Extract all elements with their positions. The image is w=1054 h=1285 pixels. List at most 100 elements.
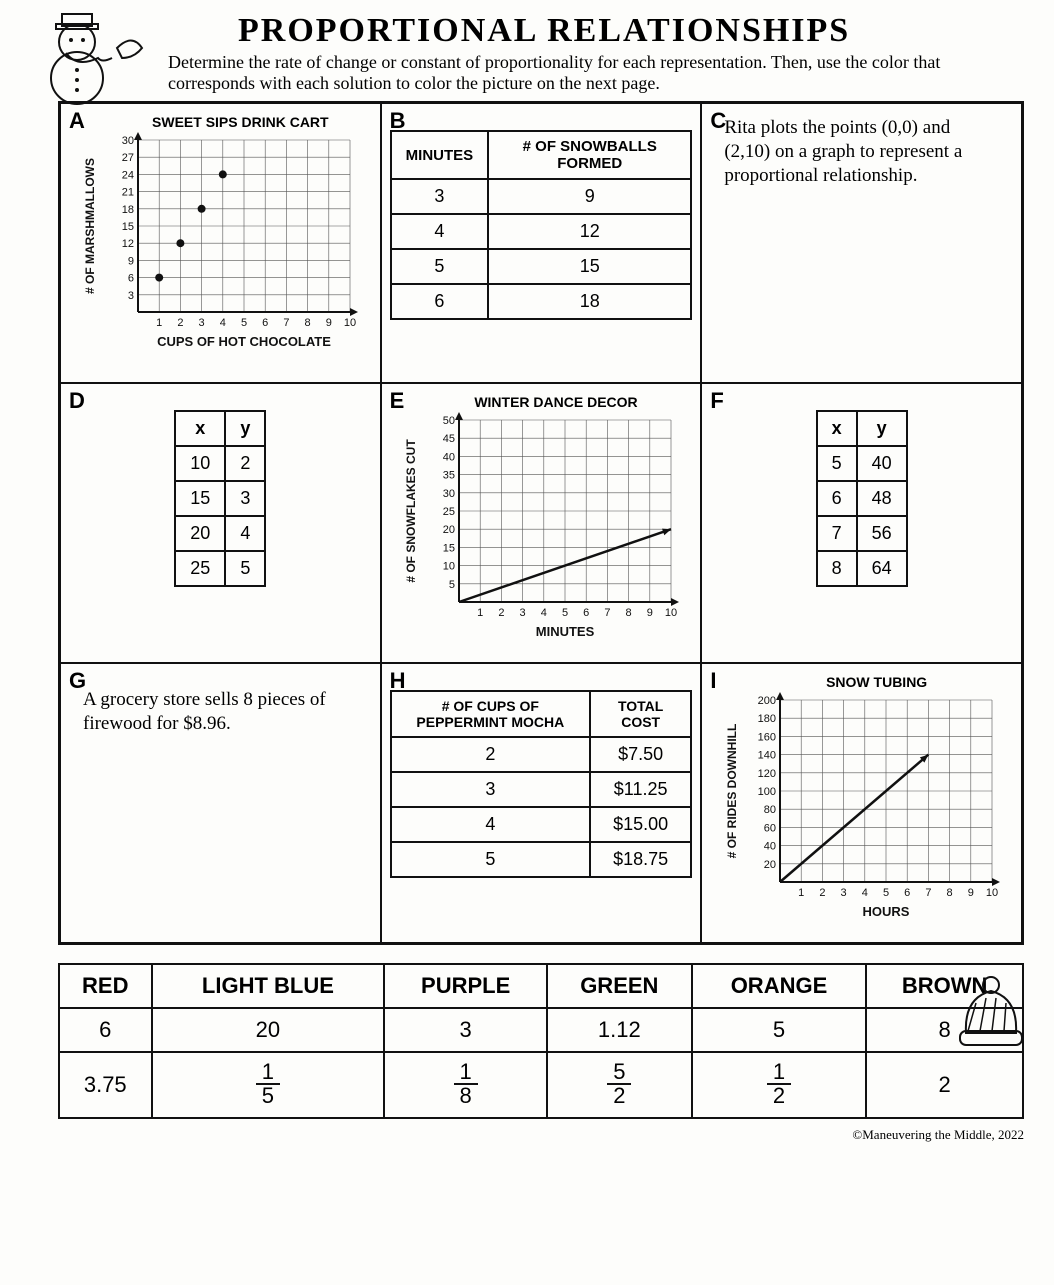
table-row: 515 — [391, 249, 692, 284]
svg-text:25: 25 — [443, 506, 455, 518]
table-cell: 3 — [225, 481, 265, 516]
chart-E: 123456789105101520253035404550MINUTES# O… — [401, 412, 681, 642]
svg-text:6: 6 — [583, 607, 589, 619]
table-cell: 10 — [175, 446, 225, 481]
svg-text:200: 200 — [757, 695, 775, 707]
color-header: LIGHT BLUE — [152, 964, 385, 1008]
table-row: 3$11.25 — [391, 772, 692, 807]
table-cell: $11.25 — [590, 772, 691, 807]
svg-text:CUPS OF HOT CHOCOLATE: CUPS OF HOT CHOCOLATE — [157, 334, 331, 349]
winter-hat-icon — [946, 973, 1036, 1063]
cell-A: A SWEET SIPS DRINK CART 1234567891036912… — [60, 103, 381, 383]
table-cell: 25 — [175, 551, 225, 586]
svg-text:9: 9 — [967, 887, 973, 899]
footer-credit: ©Maneuvering the Middle, 2022 — [58, 1127, 1024, 1143]
table-cell: 5 — [225, 551, 265, 586]
svg-text:10: 10 — [443, 561, 455, 573]
color-cell: 52 — [547, 1052, 692, 1118]
svg-text:8: 8 — [626, 607, 632, 619]
cell-H: H # OF CUPS OF PEPPERMINT MOCHATOTAL COS… — [381, 663, 702, 943]
svg-text:15: 15 — [122, 221, 134, 233]
problem-grid: A SWEET SIPS DRINK CART 1234567891036912… — [58, 101, 1024, 945]
table-cell: 20 — [175, 516, 225, 551]
color-cell: 3.75 — [59, 1052, 152, 1118]
svg-text:160: 160 — [757, 732, 775, 744]
svg-text:8: 8 — [946, 887, 952, 899]
svg-text:7: 7 — [604, 607, 610, 619]
svg-text:8: 8 — [305, 317, 311, 329]
svg-text:6: 6 — [128, 273, 134, 285]
table-cell: 5 — [817, 446, 857, 481]
table-D: xy102153204255 — [174, 410, 266, 587]
svg-text:2: 2 — [819, 887, 825, 899]
svg-text:10: 10 — [986, 887, 998, 899]
svg-text:15: 15 — [443, 543, 455, 555]
table-cell: 56 — [857, 516, 907, 551]
table-header: x — [175, 411, 225, 446]
svg-text:# OF SNOWFLAKES CUT: # OF SNOWFLAKES CUT — [404, 439, 418, 583]
cell-G: G A grocery store sells 8 pieces of fire… — [60, 663, 381, 943]
table-header: TOTAL COST — [590, 691, 691, 737]
table-cell: 4 — [391, 214, 489, 249]
table-H: # OF CUPS OF PEPPERMINT MOCHATOTAL COST2… — [390, 690, 693, 878]
table-cell: 4 — [391, 807, 590, 842]
chart-I: 1234567891020406080100120140160180200HOU… — [722, 692, 1002, 922]
table-cell: 5 — [391, 842, 590, 877]
color-row: 62031.1258 — [59, 1008, 1023, 1052]
color-header: PURPLE — [384, 964, 547, 1008]
cell-E-label: E — [390, 388, 405, 414]
cell-D-label: D — [69, 388, 85, 414]
svg-text:2: 2 — [498, 607, 504, 619]
svg-text:# OF RIDES DOWNHILL: # OF RIDES DOWNHILL — [725, 724, 739, 859]
svg-text:30: 30 — [443, 488, 455, 500]
svg-text:3: 3 — [840, 887, 846, 899]
table-row: 102 — [175, 446, 265, 481]
color-cell: 20 — [152, 1008, 385, 1052]
table-cell: $18.75 — [590, 842, 691, 877]
svg-text:5: 5 — [883, 887, 889, 899]
svg-text:40: 40 — [443, 452, 455, 464]
svg-text:9: 9 — [326, 317, 332, 329]
cell-C-text: Rita plots the points (0,0) and (2,10) o… — [710, 110, 1013, 187]
table-cell: 15 — [488, 249, 691, 284]
cell-D: D xy102153204255 — [60, 383, 381, 663]
cell-I-chart-title: SNOW TUBING — [740, 674, 1013, 690]
cell-C: C Rita plots the points (0,0) and (2,10)… — [701, 103, 1022, 383]
cell-G-label: G — [69, 668, 86, 694]
table-cell: 4 — [225, 516, 265, 551]
svg-text:6: 6 — [262, 317, 268, 329]
table-row: 648 — [817, 481, 907, 516]
svg-text:4: 4 — [541, 607, 547, 619]
cell-G-text: A grocery store sells 8 pieces of firewo… — [69, 670, 372, 736]
table-row: 412 — [391, 214, 692, 249]
svg-text:3: 3 — [520, 607, 526, 619]
svg-text:1: 1 — [798, 887, 804, 899]
cell-H-label: H — [390, 668, 406, 694]
table-cell: 2 — [225, 446, 265, 481]
table-row: 204 — [175, 516, 265, 551]
svg-text:50: 50 — [443, 415, 455, 427]
table-cell: $15.00 — [590, 807, 691, 842]
table-cell: 64 — [857, 551, 907, 586]
svg-text:20: 20 — [443, 525, 455, 537]
color-header: RED — [59, 964, 152, 1008]
svg-text:9: 9 — [647, 607, 653, 619]
svg-text:20: 20 — [763, 859, 775, 871]
svg-text:5: 5 — [562, 607, 568, 619]
cell-B-label: B — [390, 108, 406, 134]
table-row: 255 — [175, 551, 265, 586]
svg-text:3: 3 — [199, 317, 205, 329]
table-row: 5$18.75 — [391, 842, 692, 877]
svg-text:3: 3 — [128, 290, 134, 302]
cell-E: E WINTER DANCE DECOR 1234567891051015202… — [381, 383, 702, 663]
table-cell: 2 — [391, 737, 590, 772]
table-cell: 3 — [391, 179, 489, 214]
cell-E-chart-title: WINTER DANCE DECOR — [420, 394, 693, 410]
color-header: ORANGE — [692, 964, 867, 1008]
svg-text:7: 7 — [284, 317, 290, 329]
cell-A-chart-title: SWEET SIPS DRINK CART — [109, 114, 372, 130]
svg-text:MINUTES: MINUTES — [536, 624, 595, 639]
svg-text:80: 80 — [763, 805, 775, 817]
cell-B: B MINUTES# OF SNOWBALLS FORMED3941251561… — [381, 103, 702, 383]
table-row: 618 — [391, 284, 692, 319]
